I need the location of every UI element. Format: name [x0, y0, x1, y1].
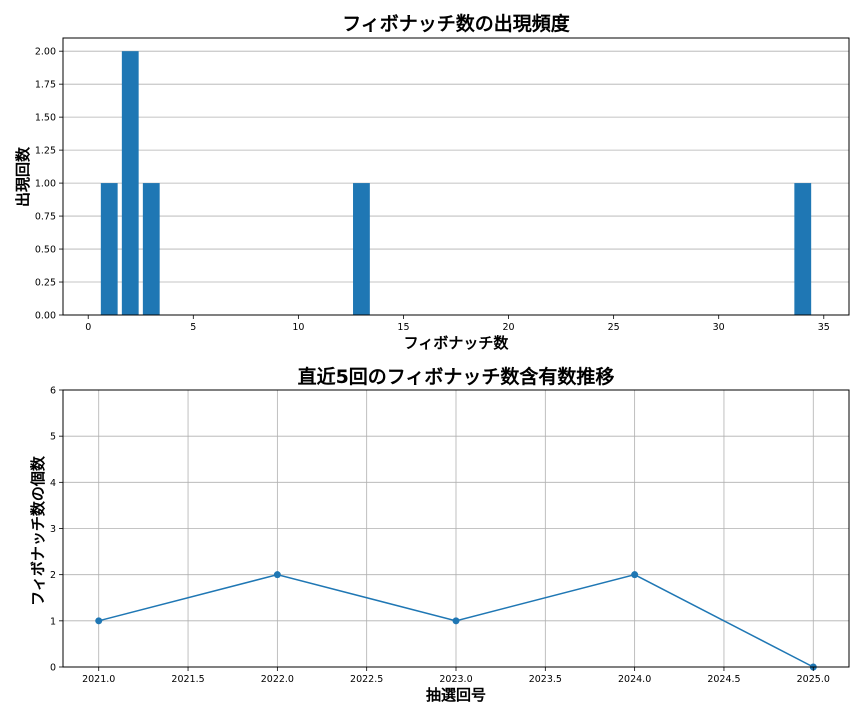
chart1-y-tick-label: 1.00 [35, 179, 56, 190]
chart1-y-axis-label: 出現回数 [14, 146, 32, 207]
chart1-x-tick-label: 10 [292, 322, 304, 333]
chart1-x-tick-label: 5 [190, 322, 196, 333]
chart1-y-tick-label: 0.25 [35, 278, 56, 289]
chart1-bars [100, 51, 812, 315]
chart1-y-tick-label: 2.00 [35, 47, 56, 58]
chart1-y-tick-label: 0.00 [35, 311, 56, 322]
chart2-x-ticks: 2021.0 2021.5 2022.0 2022.5 2023.0 2023.5 2024… [82, 667, 830, 685]
chart2-y-axis-label: フィボナッチ数の個数 [29, 455, 47, 606]
chart2-title: 直近5回のフィボナッチ数含有数推移 [298, 365, 615, 388]
chart1-y-tick-label: 1.25 [35, 146, 56, 157]
chart2-x-tick-label: 2023.5 [529, 674, 562, 685]
chart1-y-tick-label: 0.75 [35, 212, 56, 223]
chart1-bar [794, 183, 812, 315]
chart1-x-tick-label: 20 [502, 322, 514, 333]
chart2-y-tick-label: 2 [50, 570, 56, 581]
chart1-x-tick-label: 35 [818, 322, 830, 333]
chart1-bar [142, 183, 160, 315]
chart2-x-tick-label: 2025.0 [797, 674, 830, 685]
chart2-y-tick-label: 3 [50, 524, 56, 535]
chart1-x-ticks: 0 5 10 15 20 25 30 35 [85, 315, 830, 333]
bar-chart-fibonacci-frequency: フィボナッチ数の出現頻度 0 5 10 15 20 25 30 35 0.00 0.25 0.50… [14, 12, 850, 352]
chart1-y-ticks: 0.00 0.25 0.50 0.75 1.00 1.25 1.50 1.75 2.00 [35, 47, 63, 322]
chart1-y-tick-label: 0.50 [35, 245, 56, 256]
chart2-y-tick-label: 1 [50, 616, 56, 627]
chart1-x-axis-label: フィボナッチ数 [404, 334, 510, 352]
chart2-x-tick-label: 2023.0 [439, 674, 472, 685]
chart1-x-tick-label: 25 [608, 322, 620, 333]
chart2-y-tick-label: 6 [50, 386, 56, 397]
chart2-point [631, 571, 639, 579]
chart1-bar [353, 183, 370, 315]
chart1-x-tick-label: 0 [85, 322, 91, 333]
chart2-x-tick-label: 2022.0 [261, 674, 294, 685]
chart2-x-tick-label: 2024.0 [618, 674, 651, 685]
line-chart-recent-fibonacci-count: 直近5回のフィボナッチ数含有数推移 2021.0 2021.5 2022.0 2022… [29, 365, 850, 704]
chart2-point [95, 617, 103, 625]
chart2-y-ticks: 0 1 2 3 4 5 6 [50, 386, 63, 674]
chart2-point [452, 617, 460, 625]
chart1-bar [121, 51, 139, 315]
chart1-y-tick-label: 1.50 [35, 113, 56, 124]
chart2-series [95, 571, 817, 671]
chart2-x-tick-label: 2024.5 [707, 674, 740, 685]
chart2-x-tick-label: 2021.5 [171, 674, 204, 685]
chart1-x-tick-label: 15 [397, 322, 409, 333]
chart2-y-tick-label: 5 [50, 432, 56, 443]
chart1-y-tick-label: 1.75 [35, 80, 56, 91]
chart1-title: フィボナッチ数の出現頻度 [342, 12, 571, 35]
chart2-x-axis-label: 抽選回号 [426, 686, 486, 704]
chart1-bar [100, 183, 118, 315]
chart2-y-tick-label: 0 [50, 663, 56, 674]
chart2-point [273, 571, 281, 579]
chart1-plot-frame [62, 37, 850, 316]
chart2-y-tick-label: 4 [50, 478, 56, 489]
chart2-x-tick-label: 2022.5 [350, 674, 383, 685]
chart1-x-tick-label: 30 [713, 322, 725, 333]
chart2-x-tick-label: 2021.0 [82, 674, 115, 685]
